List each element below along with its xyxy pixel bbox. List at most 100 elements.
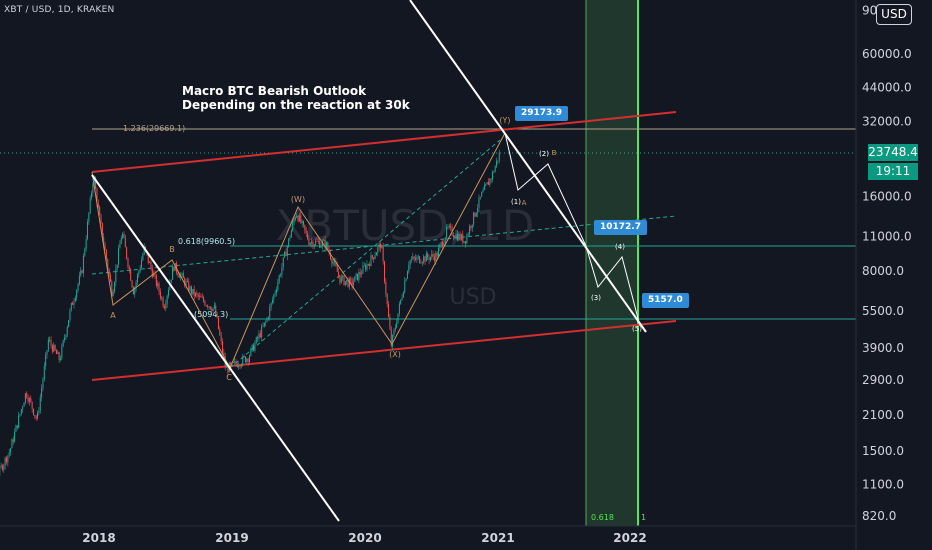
channel-upper-line[interactable] [91, 111, 677, 173]
candle-body [104, 244, 106, 250]
headline-line-1: Macro BTC Bearish Outlook [182, 84, 367, 98]
callout-top[interactable]: 29173.9 [515, 106, 568, 121]
price-tick-12: 44000.0 [862, 80, 912, 94]
candle-body [150, 262, 152, 269]
symbol-label[interactable]: XBT / USD, 1D, KRAKEN [4, 5, 115, 15]
candle-body [400, 299, 402, 304]
callout-mid[interactable]: 10172.7 [594, 220, 647, 235]
candle-body [169, 282, 171, 291]
candle-body [0, 465, 2, 467]
candle-body [195, 292, 196, 297]
candle-body [54, 344, 56, 351]
candle-body [155, 275, 157, 286]
candle-body [258, 333, 260, 339]
candle-body [65, 334, 67, 338]
last-price-badge: 23748.4 [868, 144, 918, 161]
candle-body [159, 291, 161, 298]
candle-body [177, 272, 179, 276]
candle-body [24, 393, 26, 403]
candle-body [76, 289, 78, 298]
candle-body [370, 255, 372, 266]
currency-button[interactable]: USD [876, 4, 912, 25]
candle-body [212, 307, 214, 311]
candle-body [227, 367, 229, 373]
candle-body [487, 182, 489, 185]
candle-body [285, 251, 287, 257]
candle-body [411, 259, 412, 261]
candle-body [463, 241, 465, 243]
price-tick-5: 3900.0 [862, 341, 904, 355]
candle-body [355, 273, 357, 277]
candle-body [14, 431, 16, 442]
candle-body [389, 317, 391, 330]
candle-body [382, 246, 384, 262]
time-label-1: 1 [641, 513, 646, 522]
candle-body [49, 339, 51, 341]
candle-body [85, 239, 87, 249]
candle-body [469, 226, 471, 234]
downtrend-line-projection[interactable] [409, 0, 647, 333]
candle-body [138, 271, 140, 275]
candle-body [454, 236, 456, 238]
time-tick-2018: 2018 [82, 531, 115, 545]
candle-body [131, 280, 133, 288]
candle-body [236, 364, 238, 367]
candle-body [466, 234, 468, 244]
candle-body [161, 297, 163, 299]
candle-body [226, 367, 228, 368]
candle-body [261, 326, 263, 338]
candle-body [61, 345, 63, 359]
candle-body [243, 356, 245, 357]
price-tick-4: 2900.0 [862, 373, 904, 387]
candle-body [232, 362, 234, 363]
wave-label-X: (X) [389, 350, 401, 359]
price-tick-8: 11000.0 [862, 230, 912, 244]
candle-body [311, 241, 313, 244]
candle-body [440, 242, 442, 245]
candle-body [111, 281, 113, 297]
candle-body [378, 243, 380, 248]
candle-body [38, 410, 40, 413]
candle-body [346, 279, 348, 282]
candle-body [31, 401, 33, 409]
candle-body [126, 247, 128, 259]
candle-body [397, 313, 399, 324]
candle-body [404, 280, 406, 293]
candle-body [439, 244, 441, 249]
candle-body [443, 242, 445, 247]
candle-body [365, 265, 367, 270]
candle-body [116, 264, 118, 269]
candle-body [45, 354, 47, 367]
wave-label-small-A: A [522, 199, 527, 207]
candle-body [196, 292, 198, 295]
candle-body [351, 279, 353, 286]
candle-body [19, 413, 21, 416]
candle-body [230, 362, 232, 365]
candle-body [263, 322, 265, 327]
candle-body [132, 287, 134, 295]
candle-body [103, 237, 105, 245]
candle-body [247, 358, 249, 362]
candle-body [53, 344, 55, 352]
candle-body [282, 257, 284, 268]
candle-body [323, 239, 325, 241]
candle-body [401, 297, 403, 300]
candle-body [273, 294, 275, 300]
candle-body [470, 226, 472, 229]
candle-body [130, 269, 132, 281]
callout-low[interactable]: 5157.0 [642, 293, 689, 308]
trend-dashed-line[interactable] [229, 139, 501, 369]
channel-lower-line[interactable] [91, 320, 677, 381]
candle-body [163, 306, 165, 309]
candle-body [374, 255, 376, 259]
candle-body [73, 301, 75, 305]
candle-body [462, 234, 464, 243]
candle-body [58, 352, 60, 361]
candle-body [109, 274, 111, 282]
wave-label-2: (2) [539, 150, 549, 158]
candle-body [450, 226, 452, 227]
candle-body [474, 212, 476, 217]
price-scale[interactable] [856, 0, 932, 550]
candle-body [87, 221, 88, 240]
